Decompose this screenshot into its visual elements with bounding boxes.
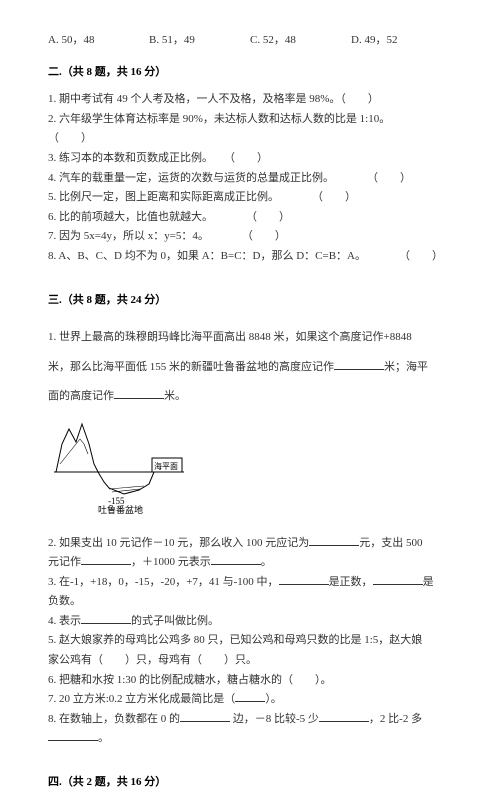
blank: [180, 711, 230, 722]
s3-q8a-pre: 8. 在数轴上，负数都在 0 的: [48, 713, 180, 725]
s3-q4-pre: 4. 表示: [48, 615, 81, 627]
s3-q8a-mid1: 边，－8 比较-5 少: [230, 713, 319, 725]
s3-q3a-mid: 是正数，: [329, 576, 373, 588]
s3-q1a: 1. 世界上最高的珠穆朗玛峰比海平面高出 8848 米，如果这个高度记作+884…: [48, 329, 452, 347]
blank: [114, 388, 164, 399]
sea-level-label: 海平面: [154, 461, 178, 471]
s3-q5b: 家公鸡有（ ）只，母鸡有（ ）只。: [48, 652, 452, 670]
s2-q2a: 2. 六年级学生体育达标率是 90%，未达标人数和达标人数的比是 1:10。: [48, 111, 452, 129]
s3-q4: 4. 表示 的式子叫做比例。: [48, 613, 452, 631]
s2-q7: 7. 因为 5x=4y，所以 x：y=5：4。 （ ）: [48, 228, 452, 246]
s3-q1b: 米，那么比海平面低 155 米的新疆吐鲁番盆地的高度应记作 米；海平: [48, 359, 452, 377]
blank: [211, 554, 261, 565]
s3-q1c-post: 米。: [164, 390, 186, 402]
s2-q3: 3. 练习本的本数和页数成正比例。 （ ）: [48, 150, 452, 168]
s3-q1b-pre: 米，那么比海平面低 155 米的新疆吐鲁番盆地的高度应记作: [48, 361, 334, 373]
blank: [309, 535, 359, 546]
basin-name-label: 吐鲁番盆地: [98, 504, 143, 514]
basin-svg: 海平面 -155 吐鲁番盆地: [54, 414, 184, 514]
section-4-title: 四.（共 2 题，共 16 分）: [48, 774, 452, 792]
s2-q5: 5. 比例尺一定，图上距离和实际距离成正比例。 （ ）: [48, 189, 452, 207]
s3-q1c: 面的高度记作 米。: [48, 388, 452, 406]
s3-q8a-mid2: ，2 比-2 多: [369, 713, 422, 725]
s3-q2b-pre: 元记作: [48, 556, 81, 568]
s3-q2b-post: 。: [261, 556, 272, 568]
blank: [81, 613, 131, 624]
s3-q3a-pre: 3. 在-1，+18，0，-15，-20，+7，41 与-100 中，: [48, 576, 279, 588]
s3-q7: 7. 20 立方米:0.2 立方米化成最简比是（ ）。: [48, 691, 452, 709]
blank: [319, 711, 369, 722]
s3-q8b: 。: [48, 730, 452, 748]
section-3-title: 三.（共 8 题，共 24 分）: [48, 292, 452, 310]
blank: [279, 574, 329, 585]
s3-q7-pre: 7. 20 立方米:0.2 立方米化成最简比是（: [48, 693, 235, 705]
s2-q1: 1. 期中考试有 49 个人考及格，一人不及格，及格率是 98%。（ ）: [48, 91, 452, 109]
s3-q2a-pre: 2. 如果支出 10 元记作－10 元，那么收入 100 元应记为: [48, 537, 309, 549]
blank: [334, 359, 384, 370]
s3-q3a: 3. 在-1，+18，0，-15，-20，+7，41 与-100 中， 是正数， 是: [48, 574, 452, 592]
mc-option-c: C. 52，48: [250, 32, 351, 50]
s2-q6: 6. 比的前项越大，比值也就越大。 （ ）: [48, 209, 452, 227]
s3-q2a: 2. 如果支出 10 元记作－10 元，那么收入 100 元应记为 元，支出 50…: [48, 535, 452, 553]
s2-q2b: （ ）: [48, 130, 452, 148]
s3-q4-post: 的式子叫做比例。: [131, 615, 219, 627]
s3-q8b-post: 。: [98, 732, 109, 744]
blank: [373, 574, 423, 585]
s3-q2b-mid: ，＋1000 元表示: [131, 556, 211, 568]
mc-option-a: A. 50，48: [48, 32, 149, 50]
s2-q8: 8. A、B、C、D 均不为 0，如果 A：B=C：D，那么 D：C=B：A。 …: [48, 248, 452, 266]
s3-q3b: 负数。: [48, 593, 452, 611]
s3-q3a-post: 是: [423, 576, 434, 588]
s3-q8a: 8. 在数轴上，负数都在 0 的 边，－8 比较-5 少 ，2 比-2 多: [48, 711, 452, 729]
s3-q6: 6. 把糖和水按 1:30 的比例配成糖水，糖占糖水的（ ）。: [48, 672, 452, 690]
s3-q2a-post: 元，支出 500: [359, 537, 422, 549]
blank: [48, 730, 98, 741]
turpan-figure: 海平面 -155 吐鲁番盆地: [54, 414, 452, 521]
s3-q1c-pre: 面的高度记作: [48, 390, 114, 402]
s2-q4: 4. 汽车的载重量一定，运货的次数与运货的总量成正比例。 （ ）: [48, 170, 452, 188]
mc-option-row: A. 50，48 B. 51，49 C. 52，48 D. 49，52: [48, 32, 452, 50]
mc-option-b: B. 51，49: [149, 32, 250, 50]
s3-q2b: 元记作 ，＋1000 元表示 。: [48, 554, 452, 572]
blank: [235, 691, 265, 702]
blank: [81, 554, 131, 565]
section-2-title: 二.（共 8 题，共 16 分）: [48, 64, 452, 82]
s3-q7-post: ）。: [265, 693, 282, 705]
s3-q5a: 5. 赵大娘家养的母鸡比公鸡多 80 只，已知公鸡和母鸡只数的比是 1:5，赵大…: [48, 632, 452, 650]
s3-q1b-post: 米；海平: [384, 361, 428, 373]
mc-option-d: D. 49，52: [351, 32, 452, 50]
